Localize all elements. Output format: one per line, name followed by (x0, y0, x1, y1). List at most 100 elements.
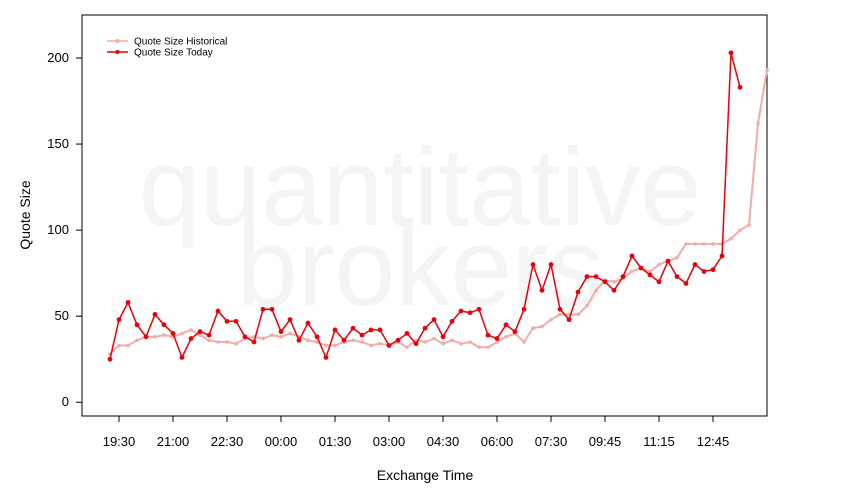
x-axis-title: Exchange Time (377, 467, 474, 483)
data-point (279, 335, 283, 339)
data-point (296, 337, 302, 343)
data-point (180, 331, 184, 336)
data-point (737, 84, 743, 90)
data-point (719, 253, 725, 259)
data-point (504, 335, 508, 339)
data-point (566, 317, 572, 323)
data-point (467, 310, 473, 316)
data-point (324, 343, 328, 348)
data-point (611, 287, 617, 293)
data-point (179, 355, 185, 360)
data-point (306, 338, 310, 343)
data-point (260, 306, 266, 312)
data-point (153, 335, 157, 339)
data-point (747, 223, 751, 227)
data-point (152, 312, 158, 317)
data-point (440, 334, 446, 340)
data-point (693, 242, 697, 246)
data-point (170, 330, 176, 336)
legend-marker (115, 39, 120, 43)
data-point (494, 336, 500, 341)
data-point (675, 255, 679, 260)
data-point (458, 308, 464, 314)
data-point (665, 258, 671, 264)
x-tick-label: 11:15 (643, 434, 675, 449)
data-point (585, 304, 589, 308)
data-point (269, 306, 275, 312)
data-point (162, 333, 166, 337)
data-point (449, 318, 455, 324)
data-point (540, 324, 544, 329)
data-point (386, 343, 392, 348)
data-point (378, 341, 382, 346)
data-point (630, 269, 634, 274)
data-point (657, 262, 661, 267)
y-tick-label: 200 (47, 50, 69, 65)
data-point (576, 312, 580, 317)
data-point (450, 338, 454, 343)
data-point (612, 279, 616, 284)
data-point (198, 333, 202, 337)
data-point (377, 327, 383, 333)
data-point (287, 317, 293, 323)
data-point (503, 322, 509, 328)
y-tick-label: 150 (47, 136, 69, 151)
data-point (315, 340, 319, 344)
data-point (261, 336, 265, 341)
data-point (647, 272, 653, 278)
data-point (423, 340, 427, 344)
data-point (107, 356, 113, 362)
x-tick-label: 04:30 (427, 434, 460, 449)
data-point (656, 279, 662, 285)
data-point (512, 329, 518, 335)
data-point (341, 337, 347, 343)
data-point (692, 262, 698, 267)
data-point (305, 320, 311, 326)
data-point (522, 340, 526, 344)
data-point (216, 340, 220, 344)
data-point (404, 330, 410, 336)
data-point (629, 253, 635, 259)
data-point (278, 329, 284, 335)
data-point (135, 338, 139, 343)
x-tick-label: 12:45 (697, 434, 730, 449)
data-point (584, 274, 590, 279)
data-point (126, 343, 130, 348)
data-point (288, 331, 292, 336)
x-tick-label: 06:00 (481, 434, 514, 449)
data-point (350, 325, 356, 331)
data-point (557, 306, 563, 312)
data-point (485, 332, 491, 338)
data-point (224, 318, 230, 324)
data-point (251, 339, 257, 345)
data-point (486, 345, 490, 349)
data-point (206, 332, 212, 338)
data-point (207, 338, 211, 343)
data-point (323, 355, 329, 360)
data-point (432, 336, 436, 341)
data-point (125, 300, 131, 305)
data-point (368, 327, 374, 333)
data-point (548, 262, 554, 267)
watermark-line-1: quantitative (139, 126, 702, 249)
series-today (107, 50, 743, 362)
data-point (233, 318, 239, 324)
x-tick-label: 00:00 (265, 434, 298, 449)
data-point (602, 279, 608, 285)
data-point (360, 340, 364, 344)
data-point (234, 341, 238, 346)
data-point (369, 343, 373, 348)
data-point (728, 50, 734, 56)
data-point (476, 306, 482, 312)
data-point (729, 236, 733, 241)
data-point (530, 262, 536, 267)
data-point (674, 274, 680, 279)
data-point (549, 317, 553, 322)
data-point (333, 343, 337, 348)
plot-frame (81, 14, 768, 417)
x-tick-label: 07:30 (535, 434, 568, 449)
data-point (359, 332, 365, 338)
data-point (332, 327, 338, 333)
